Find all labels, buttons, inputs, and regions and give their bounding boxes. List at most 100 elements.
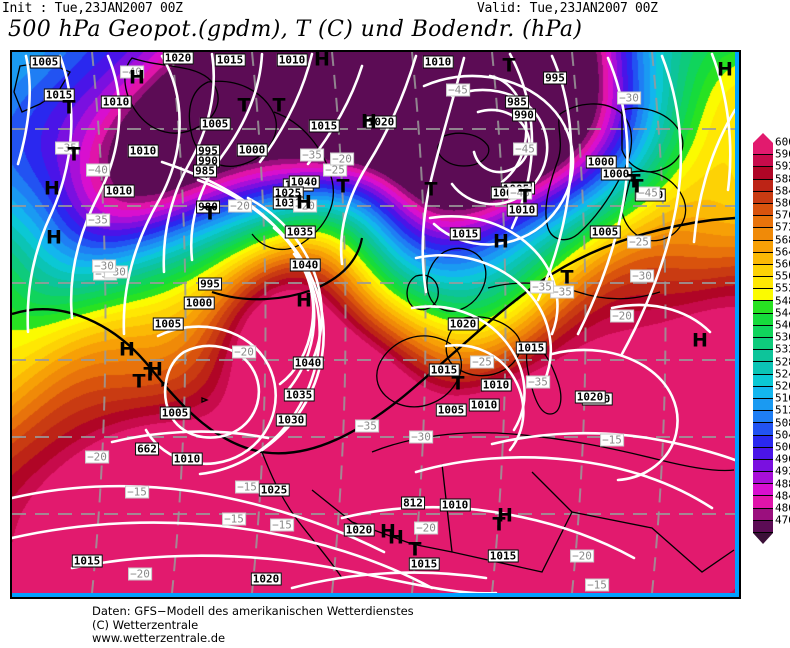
- low-pressure-marker: T: [424, 178, 438, 201]
- colorbar-tick: 596: [775, 147, 790, 161]
- low-pressure-marker: T: [272, 94, 286, 117]
- isobar-label: 1030: [275, 413, 307, 427]
- low-pressure-marker: T: [630, 175, 644, 198]
- colorbar-tick: 528: [775, 355, 790, 369]
- isobar-label: 1020: [447, 317, 479, 331]
- colorbar-swatch: [753, 496, 773, 509]
- colorbar-tick: 480: [775, 501, 790, 515]
- low-pressure-marker: T: [627, 170, 641, 193]
- colorbar[interactable]: [753, 133, 773, 544]
- colorbar-swatch: [753, 240, 773, 253]
- high-pressure-marker: H: [380, 520, 396, 543]
- colorbar-tick: 600: [775, 135, 790, 149]
- low-pressure-marker: T: [560, 266, 574, 289]
- colorbar-swatch: [753, 143, 773, 156]
- isobar-label: 1010: [103, 184, 135, 198]
- footer-line-website[interactable]: www.wetterzentrale.de: [92, 631, 226, 645]
- isobar-label: 1010: [480, 378, 512, 392]
- colorbar-swatch: [753, 155, 773, 168]
- weather-map[interactable]: 1005 1020 1015 1010 1010 1015 1010 995 985 990 100…: [10, 50, 741, 599]
- colorbar-swatch: [753, 447, 773, 460]
- isobar-label: 1010: [171, 452, 203, 466]
- colorbar-tick: 580: [775, 196, 790, 210]
- colorbar-tick: 508: [775, 416, 790, 430]
- isobar-label: 980: [196, 200, 220, 214]
- colorbar-swatch: [753, 203, 773, 217]
- temperature-label: −20: [414, 521, 438, 535]
- temperature-label: −15: [235, 480, 259, 494]
- colorbar-swatch: [753, 520, 773, 533]
- colorbar-tick: 588: [775, 172, 790, 186]
- high-pressure-marker: H: [296, 289, 312, 312]
- isobar-label: 1035: [283, 388, 315, 402]
- map-canvas-layer: 1005 1020 1015 1010 1010 1015 1010 995 985 990 100…: [12, 52, 739, 597]
- colorbar-swatch: [753, 228, 773, 241]
- high-pressure-marker: H: [717, 58, 733, 81]
- colorbar-swatch: [753, 386, 773, 399]
- colorbar-tick: 492: [775, 464, 790, 478]
- colorbar-tick: 504: [775, 428, 790, 442]
- isobar-label: 1010: [276, 53, 308, 67]
- isobar-label: 1000: [600, 167, 632, 181]
- temperature-label: −35: [300, 148, 324, 162]
- isobar-label: 1010: [127, 144, 159, 158]
- temperature-label: −30: [409, 430, 433, 444]
- high-pressure-marker: H: [493, 230, 509, 253]
- isobar-label: 1025: [258, 483, 290, 497]
- temperature-label: −30: [630, 269, 654, 283]
- isobar-label: 995: [543, 71, 567, 85]
- colorbar-swatch: [753, 435, 773, 448]
- colorbar-swatches: [753, 143, 773, 533]
- low-pressure-marker: T: [132, 370, 146, 393]
- isobar-label: 662: [135, 442, 159, 456]
- isobar-label: 1040: [292, 356, 324, 370]
- init-time-label: Init : Tue,23JAN2007 00Z: [2, 1, 183, 16]
- isobar-label: 1005: [589, 225, 621, 239]
- footer-line-data-source: Daten: GFS−Modell des amerikanischen Wet…: [92, 604, 414, 618]
- colorbar-swatch: [753, 252, 773, 265]
- temperature-label: −40: [86, 163, 110, 177]
- colorbar-swatch: [753, 398, 773, 412]
- isobar-label: 1010: [439, 498, 471, 512]
- isobar-label: 1015: [449, 227, 481, 241]
- colorbar-swatch: [753, 179, 773, 192]
- isobar-label: 1005: [159, 406, 191, 420]
- isobar-label: 1040: [288, 175, 320, 189]
- colorbar-swatch: [753, 338, 773, 351]
- colorbar-swatch: [753, 301, 773, 314]
- isobar-label: 1005: [435, 403, 467, 417]
- colorbar-swatch: [753, 313, 773, 326]
- high-pressure-marker: H: [46, 226, 62, 249]
- high-pressure-marker: H: [361, 110, 377, 133]
- low-pressure-marker: T: [408, 538, 422, 561]
- footer-credits: Daten: GFS−Modell des amerikanischen Wet…: [92, 604, 414, 646]
- colorbar-swatch: [753, 411, 773, 424]
- colorbar-swatch: [753, 289, 773, 302]
- high-pressure-marker: H: [129, 66, 145, 89]
- isobar-label: 1020: [343, 523, 375, 537]
- isobar-label: 1020: [250, 572, 282, 586]
- contour-overlay: [12, 52, 735, 593]
- isobar-label: 1020: [365, 115, 397, 129]
- temperature-label: −15: [585, 578, 609, 592]
- isobar-label: 1015: [308, 119, 340, 133]
- isobar-label: 1005: [199, 117, 231, 131]
- colorbar-swatch: [753, 472, 773, 485]
- temperature-label: −20: [570, 549, 594, 563]
- temperature-label: −30: [92, 259, 116, 273]
- colorbar-tick: 592: [775, 159, 790, 173]
- isobar-label: 1010: [100, 95, 132, 109]
- colorbar-swatch: [753, 216, 773, 229]
- temperature-label: −20: [228, 199, 252, 213]
- temperature-label: −20: [128, 567, 152, 581]
- high-pressure-marker: H: [388, 526, 404, 549]
- low-pressure-marker: T: [492, 513, 506, 536]
- high-pressure-marker: H: [119, 338, 135, 361]
- isobar-label: 990: [512, 108, 536, 122]
- temperature-label: −20: [232, 345, 256, 359]
- low-pressure-marker: T: [451, 372, 465, 395]
- isobar-label: 1005: [29, 55, 61, 69]
- colorbar-tick: 544: [775, 306, 790, 320]
- temperature-label: −20: [85, 450, 109, 464]
- isobar-label: 1015: [487, 549, 519, 563]
